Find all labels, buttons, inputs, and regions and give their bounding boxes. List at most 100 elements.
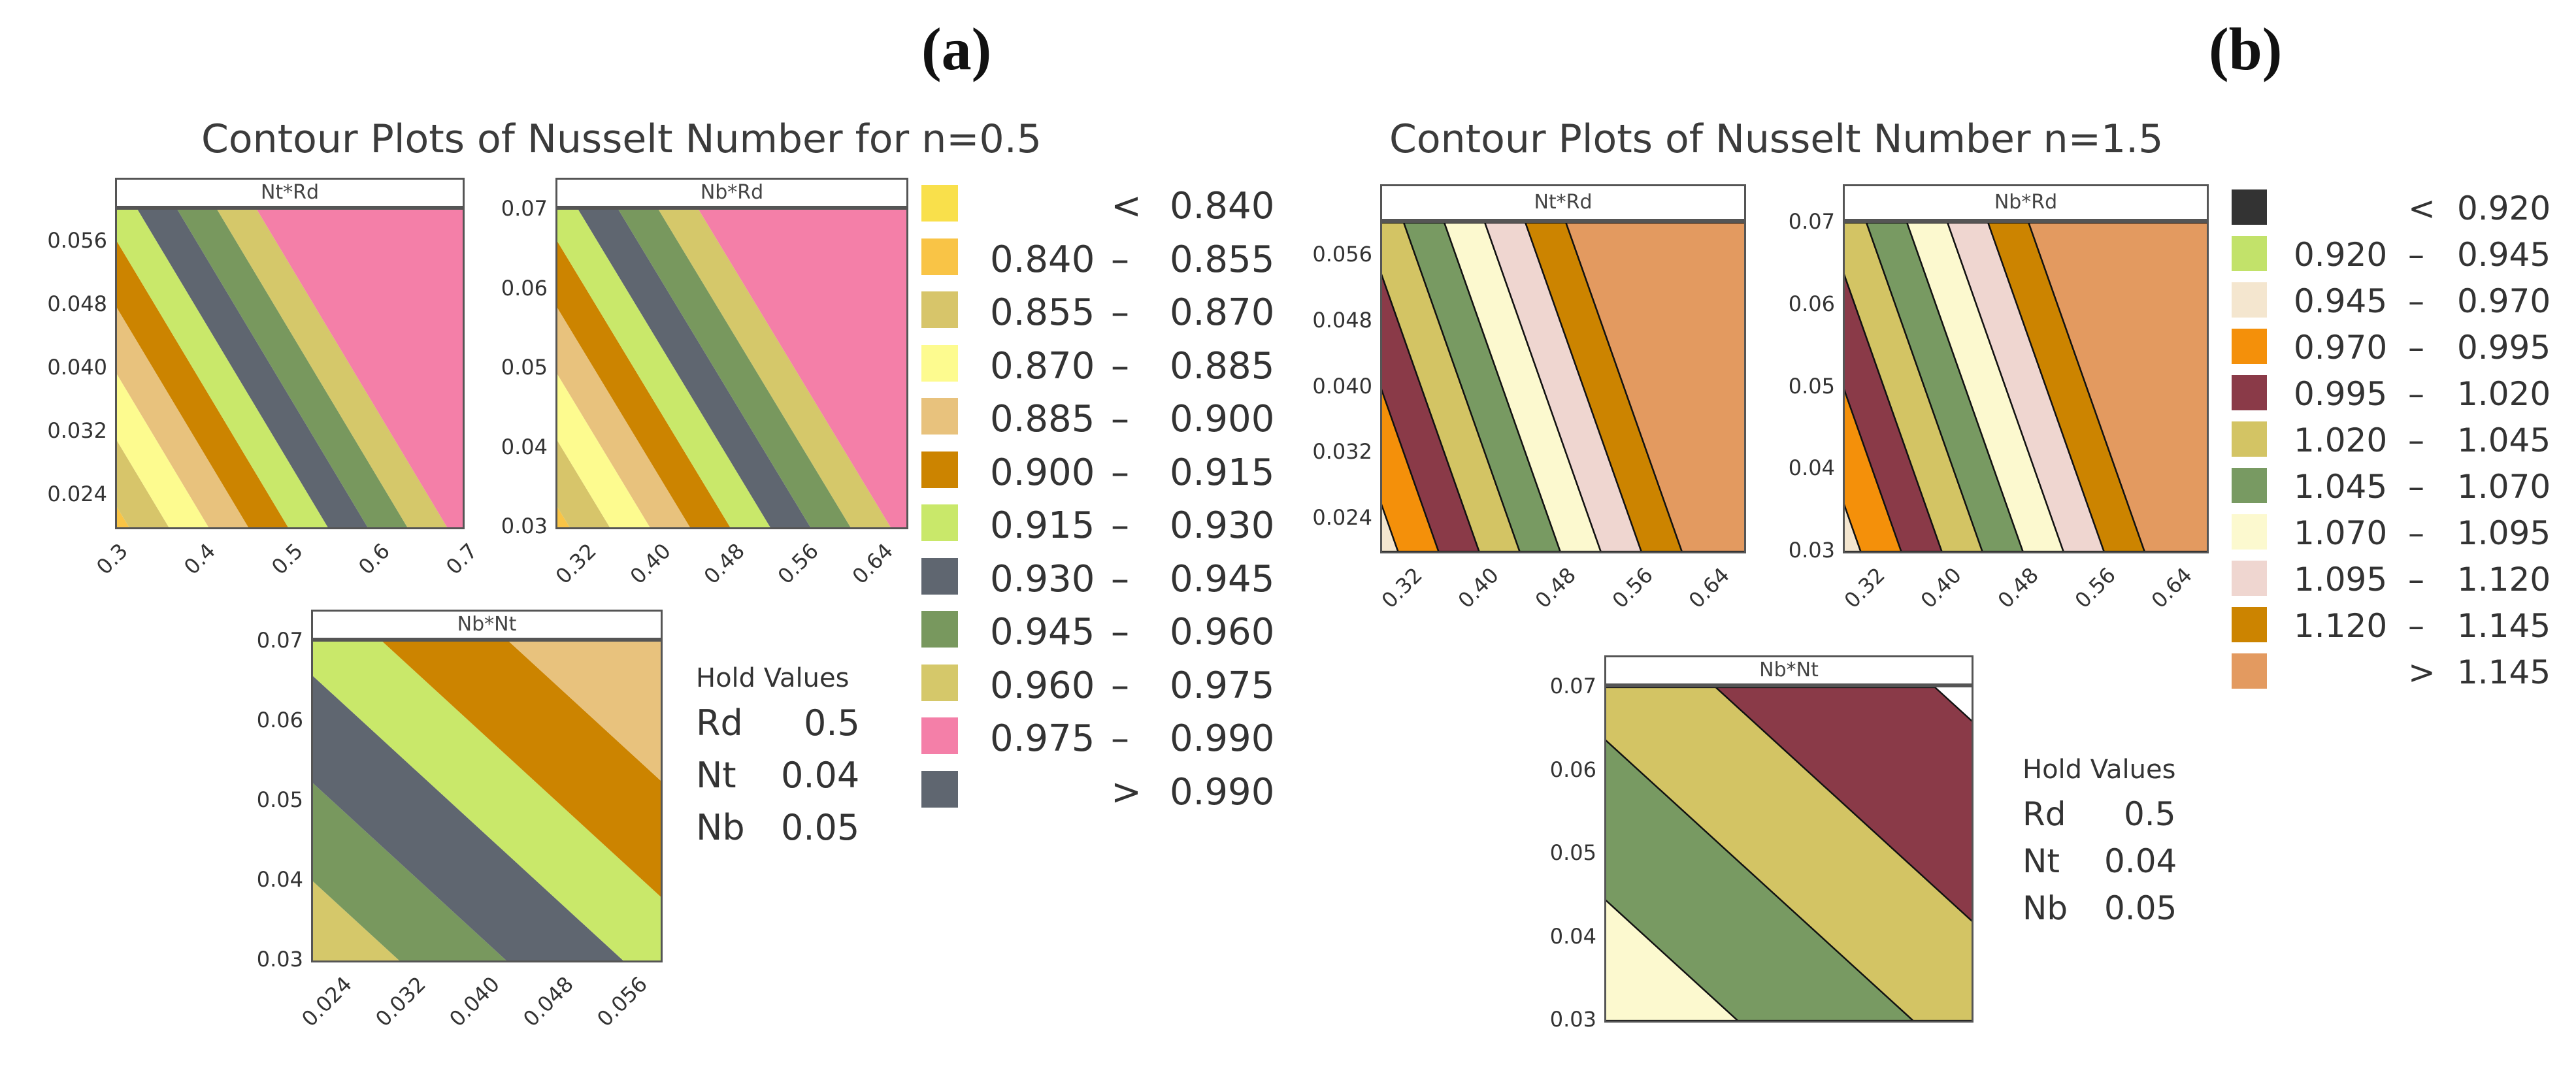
legend-symbol: – xyxy=(1111,398,1129,440)
legend-low-value: 0.840 xyxy=(990,238,1095,281)
legend-symbol: – xyxy=(2408,282,2424,320)
legend-low-value: 0.945 xyxy=(2294,282,2388,320)
legend-low-value: 1.095 xyxy=(2294,561,2388,599)
contour-band->1.145 xyxy=(1565,223,1744,551)
legend-item: 0.930–0.945 xyxy=(921,557,1287,600)
contour-band-1.0701.095 xyxy=(1443,223,1602,551)
legend-item: 0.900–0.915 xyxy=(921,451,1287,494)
legend-low-value: 1.120 xyxy=(2294,607,2388,645)
x-tick-label: 0.048 xyxy=(518,972,578,1032)
y-tick-label: 0.07 xyxy=(1549,674,1596,698)
legend-low-value: 0.900 xyxy=(990,451,1095,494)
x-tick-label: 0.48 xyxy=(1992,563,2043,614)
plot-header: Nb*Nt xyxy=(311,610,663,640)
x-tick-label: 0.64 xyxy=(2146,563,2198,614)
plot-header: Nb*Nt xyxy=(1604,655,1973,685)
legend-a: <0.840 0.840–0.855 0.855–0.870 0.870–0.885 0… xyxy=(921,185,1287,813)
y-tick-label: 0.040 xyxy=(47,355,107,380)
legend-item: <0.840 xyxy=(921,185,1287,227)
legend-high-value: 0.945 xyxy=(2457,236,2551,274)
y-tick-label: 0.04 xyxy=(1549,923,1596,949)
y-tick-label: 0.07 xyxy=(256,628,303,653)
chart-title-b: Contour Plots of Nusselt Number n=1.5 xyxy=(1389,116,2164,162)
legend-swatch xyxy=(921,185,958,222)
x-tick-label: 0.32 xyxy=(550,538,602,589)
legend-swatch xyxy=(921,770,958,808)
contour-band-0.9300.945 xyxy=(137,210,368,527)
legend-symbol: – xyxy=(2408,421,2424,459)
hold-label-nt: Nt xyxy=(696,755,736,796)
y-tick-label: 0.05 xyxy=(1549,840,1596,865)
legend-swatch xyxy=(921,717,958,754)
legend-item: 0.870–0.885 xyxy=(921,344,1287,387)
contour-band-0.9600.975 xyxy=(217,210,448,527)
hold-values-title: Hold Values xyxy=(696,663,850,693)
plot-header: Nt*Rd xyxy=(1380,184,1746,221)
x-tick-label: 0.3 xyxy=(91,538,133,580)
legend-item: 1.095–1.120 xyxy=(2232,561,2571,601)
hold-value-nt: 0.04 xyxy=(2104,842,2177,880)
y-tick-label: 0.06 xyxy=(1549,757,1596,782)
panel-b-label: (b) xyxy=(2209,16,2283,82)
y-tick-label: 0.024 xyxy=(1312,504,1372,530)
legend-swatch xyxy=(2232,329,2267,364)
legend-symbol: – xyxy=(2408,607,2424,645)
contour-plot-a-nb-nt: Nb*Nt xyxy=(311,610,663,962)
legend-high-value: 0.885 xyxy=(1170,344,1275,387)
legend-high-value: 1.145 xyxy=(2457,607,2551,645)
legend-low-value: 0.885 xyxy=(990,398,1095,440)
y-tick-label: 0.05 xyxy=(501,355,548,380)
legend-high-value: 0.840 xyxy=(1170,185,1275,227)
x-tick-label: 0.032 xyxy=(371,972,431,1032)
hold-value-rd: 0.5 xyxy=(2124,795,2176,833)
plot-header: Nb*Rd xyxy=(1843,184,2209,221)
y-tick-label: 0.024 xyxy=(47,482,107,507)
legend-symbol: < xyxy=(2408,189,2436,227)
contour-band-1.0201.045 xyxy=(1845,223,1983,551)
legend-swatch xyxy=(921,451,958,488)
legend-symbol: – xyxy=(1111,238,1129,281)
legend-low-value: 1.070 xyxy=(2294,514,2388,552)
legend-low-value: 0.960 xyxy=(990,664,1095,707)
legend-item: 0.945–0.960 xyxy=(921,611,1287,653)
legend-item: 0.960–0.975 xyxy=(921,664,1287,707)
plot-area xyxy=(1380,221,1746,553)
contour-plot-b-nt-rd: Nt*Rd xyxy=(1380,184,1746,553)
legend-swatch xyxy=(921,504,958,541)
legend-symbol: – xyxy=(1111,451,1129,494)
legend-swatch xyxy=(2232,282,2267,318)
legend-item: 1.020–1.045 xyxy=(2232,421,2571,462)
contour-band->1.145 xyxy=(2028,223,2207,551)
legend-high-value: 0.975 xyxy=(1170,664,1275,707)
contour-plot-a-nt-rd: Nt*Rd xyxy=(115,178,465,529)
legend-symbol: – xyxy=(2408,236,2424,274)
y-tick-label: 0.03 xyxy=(1788,538,1835,563)
plot-header: Nt*Rd xyxy=(115,178,465,208)
legend-item: 0.975–0.990 xyxy=(921,717,1287,760)
y-tick-label: 0.04 xyxy=(1788,455,1835,481)
legend-symbol: – xyxy=(1111,664,1129,707)
contour-band-0.9300.945 xyxy=(578,210,811,527)
legend-high-value: 0.900 xyxy=(1170,398,1275,440)
y-tick-label: 0.07 xyxy=(501,196,548,221)
legend-item: <0.920 xyxy=(2232,189,2571,230)
contour-plot-b-nb-rd: Nb*Rd xyxy=(1843,184,2209,553)
legend-high-value: 0.990 xyxy=(1170,770,1275,813)
legend-high-value: 0.970 xyxy=(2457,282,2551,320)
legend-high-value: 1.045 xyxy=(2457,421,2551,459)
y-tick-label: 0.04 xyxy=(256,867,303,892)
legend-swatch xyxy=(921,291,958,328)
x-tick-label: 0.48 xyxy=(1530,563,1581,614)
hold-label-rd: Rd xyxy=(2023,795,2066,833)
plot-area xyxy=(1843,221,2209,553)
legend-item: >0.990 xyxy=(921,770,1287,813)
legend-high-value: 0.920 xyxy=(2457,189,2551,227)
legend-item: 0.840–0.855 xyxy=(921,238,1287,281)
contour-plot-b-nb-nt: Nb*Nt xyxy=(1604,655,1973,1023)
legend-low-value: 0.970 xyxy=(2294,329,2388,367)
legend-item: 1.120–1.145 xyxy=(2232,607,2571,648)
legend-symbol: – xyxy=(2408,375,2424,413)
contour-band-1.0451.070 xyxy=(1402,223,1561,551)
legend-item: 1.045–1.070 xyxy=(2232,468,2571,508)
legend-symbol: – xyxy=(1111,557,1129,600)
